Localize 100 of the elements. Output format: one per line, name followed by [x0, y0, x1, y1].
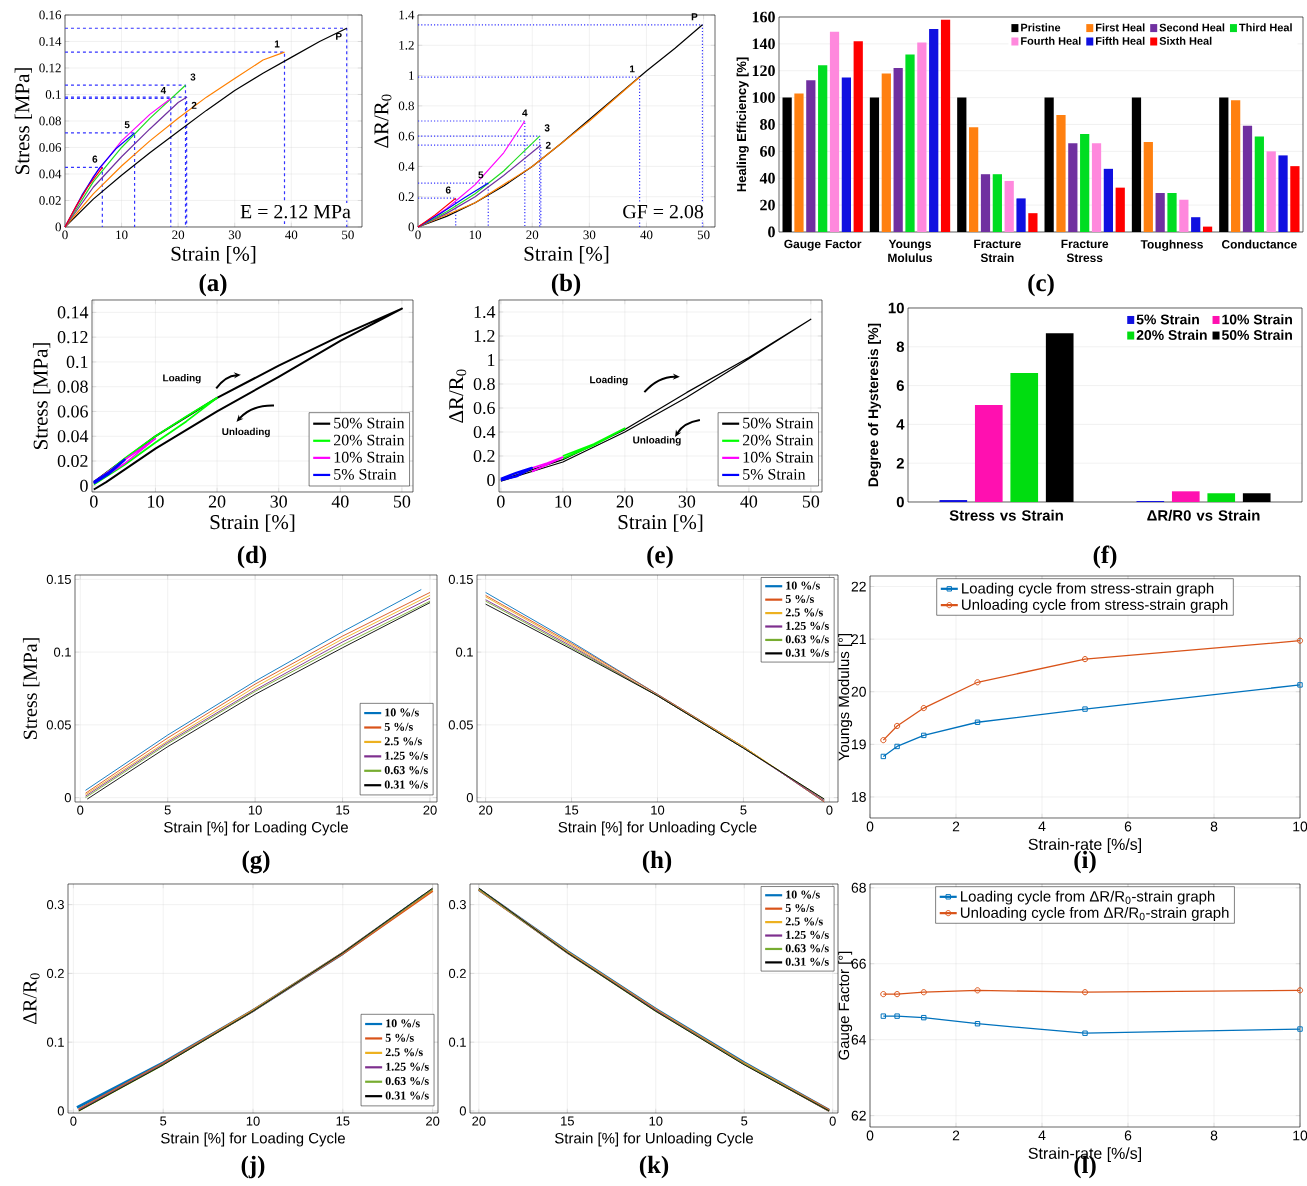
- annotation: Loading: [590, 375, 628, 386]
- y-tick-label: 160: [752, 11, 775, 23]
- annotation: 4: [522, 109, 528, 117]
- legend-label: Sixth Heal: [1159, 36, 1212, 45]
- y-tick-label: 0: [459, 1106, 466, 1116]
- y-tick-label: 0.06: [39, 143, 62, 152]
- y-tick-label: 20: [851, 686, 866, 697]
- annotation: P: [691, 13, 698, 21]
- legend-label: 50% Strain: [334, 417, 405, 429]
- text: (a): [199, 273, 227, 297]
- x-tick-label: 6: [1124, 821, 1132, 832]
- x-tick-label: Conductance: [1221, 239, 1297, 249]
- x-tick-label: 20: [423, 805, 437, 815]
- x-tick-label: 15: [561, 1116, 574, 1126]
- y-tick-label: 0.05: [448, 720, 473, 730]
- legend-label: Unloading cycle from stress-strain graph: [962, 598, 1228, 613]
- y-tick-label: 0.15: [448, 574, 473, 584]
- x-tick-label: 30: [583, 230, 596, 240]
- y-tick-label: 0.02: [57, 454, 88, 468]
- x-axis-title: Strain [%]: [524, 246, 609, 264]
- annotation: P: [336, 32, 342, 40]
- x-tick-label: Stress vs Strain: [949, 509, 1063, 521]
- x-tick-label: 5: [160, 1116, 167, 1126]
- y-tick-label: 0.14: [39, 37, 62, 46]
- x-tick-label: 10: [651, 805, 665, 815]
- y-tick-label: 0.2: [46, 968, 64, 978]
- y-tick-label: 19: [852, 739, 866, 750]
- legend-label: First Heal: [1096, 23, 1145, 32]
- x-tick-label: 10: [248, 805, 262, 815]
- legend-label: Loading cycle from stress-strain graph: [962, 582, 1214, 597]
- x-tick-label: 30: [270, 495, 287, 508]
- y-tick-label: 0.04: [39, 169, 62, 179]
- legend-label: 0.31 %/s: [385, 1091, 429, 1100]
- legend-label: 5 %/s: [384, 722, 413, 731]
- legend-label: Second Heal: [1159, 23, 1225, 32]
- y-tick-label: 0.08: [57, 380, 88, 393]
- legend-label: 2.5 %/s: [385, 1048, 423, 1057]
- x-tick-label: 0: [866, 821, 874, 832]
- y-axis-title: Stress [MPa]: [22, 638, 40, 739]
- y-tick-label: 140: [752, 38, 775, 50]
- annotation: E = 2.12 MPa: [240, 204, 351, 219]
- x-tick-label: 10: [649, 1116, 663, 1126]
- legend-label: 10 %/s: [386, 1019, 420, 1028]
- x-tick-label: 0: [497, 495, 505, 508]
- x-tick-label: 10: [246, 1116, 260, 1126]
- y-tick-label: 62: [851, 1110, 866, 1121]
- y-tick-label: 0.1: [46, 1037, 64, 1047]
- y-tick-label: 1.2: [399, 40, 414, 50]
- y-tick-label: 20: [760, 199, 775, 211]
- x-axis-title: Strain [%]: [210, 514, 295, 532]
- y-tick-label: 40: [759, 172, 775, 184]
- x-tick-label: Gauge Factor: [784, 239, 862, 251]
- legend-label: 50% Strain: [743, 417, 814, 429]
- y-axis-title: Youngs Modulus [°]: [838, 633, 853, 761]
- annotation: 3: [190, 73, 196, 81]
- text: (d): [237, 545, 267, 569]
- y-tick-label: 0.2: [473, 449, 495, 463]
- y-tick-label: 0: [64, 793, 71, 803]
- x-tick-label: 10: [148, 495, 164, 508]
- x-tick-label: 40: [285, 230, 298, 240]
- annotation: 5: [478, 171, 484, 179]
- x-tick-label: 5: [164, 805, 171, 815]
- x-tick-label: Fracture Stress: [1061, 239, 1109, 263]
- y-tick-label: 0.06: [57, 405, 88, 418]
- y-tick-label: 0: [55, 222, 61, 232]
- legend-label: 1.25 %/s: [385, 751, 428, 760]
- legend-label: 0.31 %/s: [785, 957, 829, 966]
- text: (g): [242, 850, 270, 874]
- x-tick-label: 40: [740, 495, 758, 508]
- x-tick-label: 50: [394, 495, 411, 508]
- legend-label: 20% Strain: [333, 434, 405, 446]
- y-tick-label: 0.4: [473, 425, 496, 439]
- x-tick-label: 4: [1038, 821, 1046, 832]
- x-tick-label: 2: [952, 821, 960, 832]
- x-tick-label: 10: [1293, 1130, 1307, 1141]
- y-tick-label: 0: [408, 222, 414, 232]
- x-tick-label: 6: [1124, 1130, 1132, 1141]
- y-tick-label: 1: [488, 354, 495, 366]
- y-tick-label: 0.8: [473, 377, 495, 391]
- annotation: Loading: [163, 374, 201, 384]
- legend-label: 2.5 %/s: [384, 737, 422, 746]
- legend-label: 2.5 %/s: [785, 917, 823, 926]
- x-tick-label: 8: [1210, 1130, 1218, 1141]
- y-tick-label: 0: [487, 473, 495, 487]
- legend-label: 1.25 %/s: [786, 930, 829, 939]
- y-tick-label: 1.4: [474, 305, 496, 319]
- x-axis-title: Strain [%]: [618, 514, 703, 532]
- x-tick-label: Toughness: [1140, 239, 1203, 251]
- y-tick-label: 66: [851, 958, 866, 969]
- legend-label: 50% Strain: [1221, 329, 1292, 340]
- x-tick-label: 15: [336, 1116, 350, 1126]
- y-tick-label: 68: [851, 882, 866, 893]
- legend-label: 10% Strain: [1222, 314, 1292, 325]
- text: (b): [551, 273, 581, 297]
- y-tick-label: 0.4: [398, 162, 415, 171]
- x-tick-label: 8: [1210, 821, 1218, 832]
- y-tick-label: 0.12: [57, 331, 88, 344]
- legend-label: Unloading cycle from ΔR/R$_{0}$-strain graph: [960, 906, 1229, 921]
- legend-label: 10% Strain: [334, 451, 405, 463]
- y-tick-label: 22: [851, 581, 866, 592]
